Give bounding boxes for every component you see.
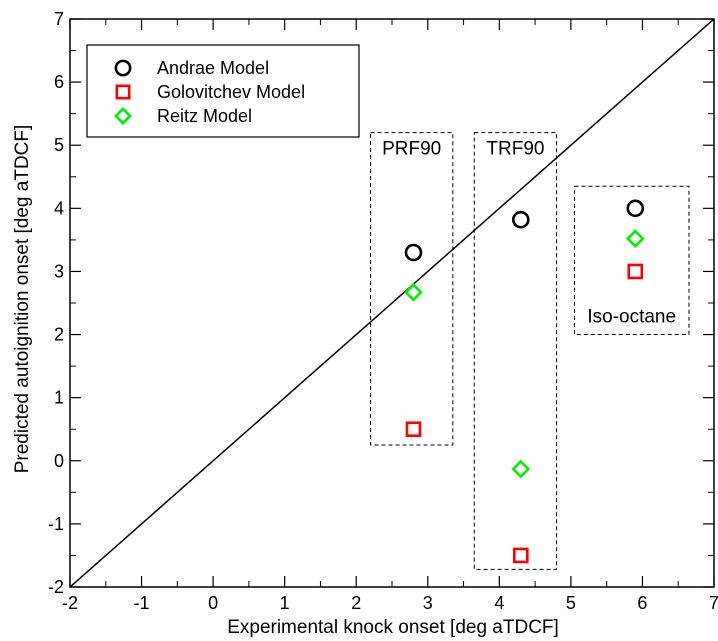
legend-marker-diamond (114, 107, 132, 125)
y-tick-label: 0 (54, 451, 64, 471)
x-tick-label: 2 (351, 593, 361, 613)
legend-label: Andrae Model (157, 58, 269, 78)
y-tick-label: -1 (48, 514, 64, 534)
y-tick-label: 2 (54, 325, 64, 345)
reitz-model-point (404, 282, 423, 302)
legend-label: Golovitchev Model (157, 82, 305, 102)
x-axis-title: Experimental knock onset [deg aTDCF] (227, 617, 559, 638)
legend-marker-circle (114, 59, 132, 77)
x-tick-label: 0 (208, 593, 218, 613)
group-box-trf90 (473, 132, 558, 570)
legend-label: Reitz Model (157, 106, 252, 126)
y-tick-label: 7 (54, 9, 64, 29)
x-tick-label: 1 (280, 593, 290, 613)
x-tick-label: 5 (566, 593, 576, 613)
x-tick-label: 7 (709, 593, 718, 613)
andrae-model-point (626, 199, 645, 218)
reitz-model-point (511, 459, 531, 479)
golovitchev-model-point (405, 421, 422, 438)
x-tick-label: -2 (62, 593, 78, 613)
andrae-model-point (511, 210, 530, 229)
golovitchev-model-point (627, 263, 644, 280)
golovitchev-model-point (512, 547, 529, 564)
y-tick-label: 6 (54, 72, 64, 92)
y-tick-label: 3 (54, 261, 64, 281)
x-tick-label: 3 (423, 593, 433, 613)
legend: Andrae Model Golovitchev Model Reitz Model (86, 44, 360, 138)
group-label-iso-octane: Iso-octane (587, 307, 676, 328)
andrae-model-point (404, 243, 423, 262)
reference-line (69, 18, 715, 588)
x-tick-label: -1 (134, 593, 150, 613)
x-tick-label: 4 (494, 593, 504, 613)
y-tick-label: 1 (54, 388, 64, 408)
y-axis-title: Predicted autoignition onset [deg aTDCF] (12, 125, 33, 474)
reitz-model-point (625, 229, 645, 248)
group-label-prf90: PRF90 (382, 139, 441, 160)
group-box-iso-octane (573, 185, 690, 336)
group-label-trf90: TRF90 (486, 139, 544, 160)
legend-box (86, 44, 360, 138)
y-tick-label: 4 (54, 198, 64, 218)
y-tick-label: -2 (48, 577, 64, 597)
group-box-prf90 (370, 132, 454, 446)
x-tick-label: 6 (637, 593, 647, 613)
legend-marker-square (115, 84, 131, 100)
y-tick-label: 5 (54, 135, 64, 155)
